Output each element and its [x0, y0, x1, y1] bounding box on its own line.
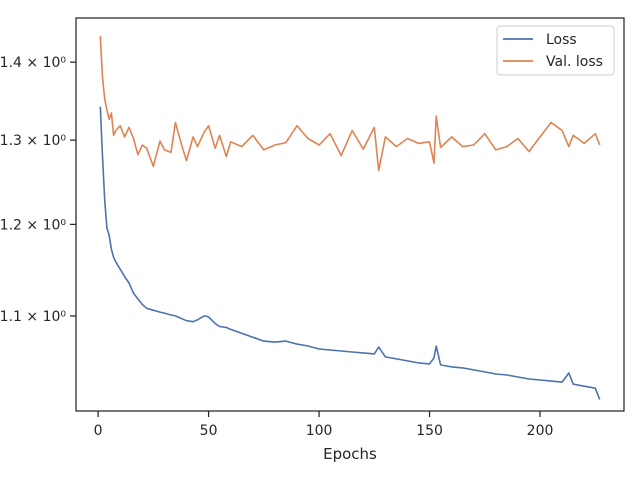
y-tick-label: 1.1 × 10⁰: [0, 309, 66, 325]
y-axis: 1.1 × 10⁰ 1.2 × 10⁰ 1.3 × 10⁰ 1.4 × 10⁰: [0, 55, 76, 325]
series-line-loss: [99, 106, 601, 400]
axes-layer: [75, 17, 625, 412]
plot-frame: [75, 17, 625, 412]
x-axis: 0 50 100 150 200: [94, 411, 554, 439]
plot-background: [76, 18, 624, 411]
y-tick-label: 1.3 × 10⁰: [0, 133, 66, 149]
legend-label-loss: Loss: [546, 32, 577, 48]
x-tick-label: 200: [527, 423, 554, 439]
y-tick-label: 1.2 × 10⁰: [0, 217, 66, 233]
x-tick-label: 150: [416, 423, 443, 439]
legend: Loss Val. loss: [496, 25, 615, 76]
x-tick-label: 0: [94, 423, 103, 439]
series-layer: [99, 36, 601, 400]
legend-label-val-loss: Val. loss: [546, 54, 603, 70]
x-axis-title: Epochs: [323, 445, 377, 463]
series-line-val-loss: [99, 36, 601, 172]
y-tick-label: 1.4 × 10⁰: [0, 55, 66, 71]
x-tick-label: 50: [200, 423, 218, 439]
x-tick-label: 100: [306, 423, 333, 439]
